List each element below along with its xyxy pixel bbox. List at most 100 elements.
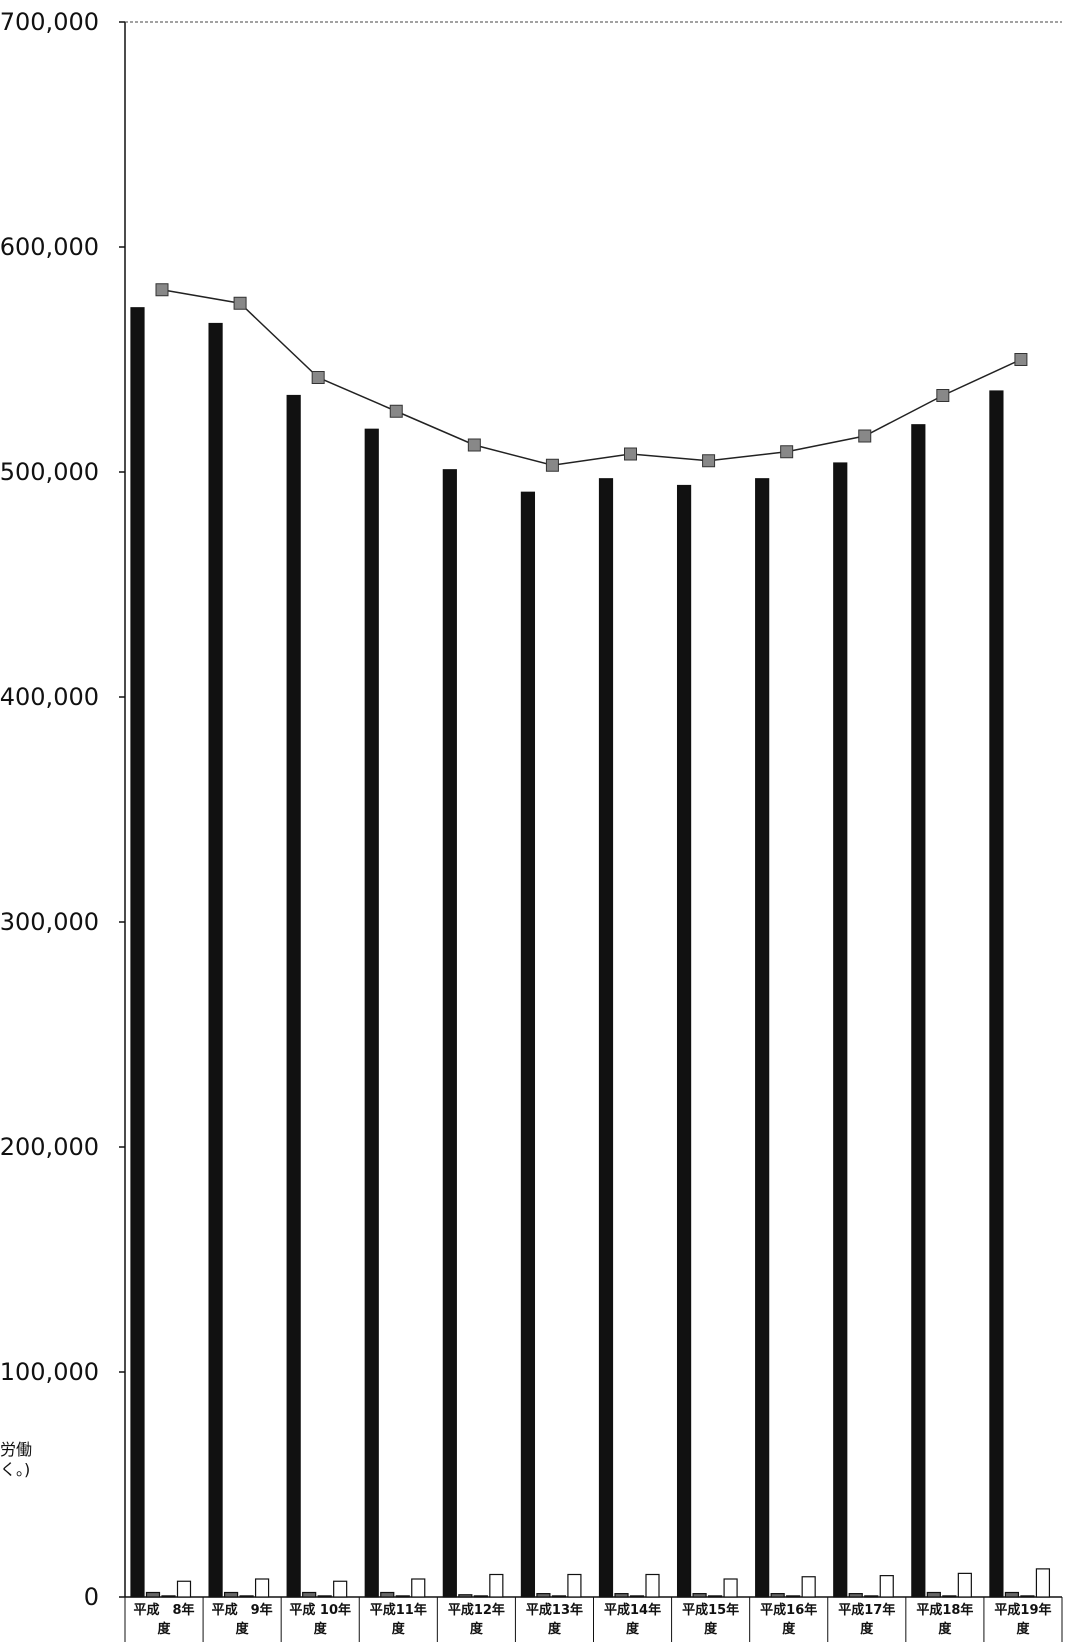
- category-label-line1: 平成14年: [604, 1602, 661, 1618]
- category-label-line1: 平成12年: [448, 1602, 505, 1618]
- y-tick-label: 500,000: [0, 458, 99, 486]
- bar-series-1-cat-2: [208, 322, 223, 1598]
- bar-series-1-cat-8: [676, 484, 692, 1598]
- bar-series-1-cat-1: [130, 307, 145, 1598]
- line-marker-cat-6: [545, 458, 559, 472]
- bar-series-2-cat-10: [848, 1593, 863, 1598]
- category-label-line2: 度: [158, 1621, 172, 1637]
- bar-series-3-cat-5: [473, 1595, 488, 1598]
- y-tick-label: 100,000: [0, 1358, 99, 1386]
- bar-series-1-cat-7: [598, 478, 614, 1598]
- line-marker-cat-2: [233, 296, 247, 310]
- bar-series-1-cat-11: [911, 424, 926, 1598]
- category-label-line1: 平成16年: [760, 1602, 817, 1618]
- bar-series-2-cat-8: [692, 1593, 707, 1598]
- bar-series-3-cat-2: [239, 1595, 254, 1598]
- bar-series-2-cat-6: [536, 1593, 551, 1598]
- bar-series-3-cat-7: [629, 1595, 645, 1598]
- category-label-line1: 平成18年: [916, 1602, 973, 1618]
- category-label-line2: 度: [704, 1621, 718, 1637]
- cropped-legend-fragment: 労働: [0, 1440, 32, 1459]
- bar-series-4-cat-3: [333, 1580, 348, 1598]
- bar-series-4-cat-1: [176, 1580, 192, 1598]
- category-label-line2: 度: [860, 1621, 874, 1637]
- category-label-line2: 度: [314, 1621, 328, 1637]
- category-label-line2: 度: [938, 1621, 952, 1637]
- bar-series-1-cat-9: [755, 478, 770, 1598]
- bar-series-1-cat-4: [364, 428, 379, 1598]
- bar-series-3-cat-6: [551, 1595, 567, 1598]
- bar-series-4-cat-8: [723, 1578, 738, 1598]
- bar-series-2-cat-3: [302, 1591, 317, 1598]
- line-marker-cat-5: [467, 438, 481, 452]
- bar-series-3-cat-10: [864, 1595, 879, 1598]
- bar-series-3-cat-1: [161, 1595, 176, 1598]
- bar-series-1-cat-6: [520, 491, 536, 1598]
- cropped-legend-label: 労働く。): [0, 1440, 32, 1479]
- bar-series-1-cat-3: [286, 394, 301, 1598]
- bar-series-3-cat-11: [942, 1595, 957, 1598]
- y-tick-label: 700,000: [0, 8, 99, 36]
- category-label-line2: 度: [626, 1621, 640, 1637]
- category-label-line2: 度: [782, 1621, 796, 1637]
- bar-series-3-cat-9: [786, 1595, 801, 1598]
- bar-series-4-cat-5: [489, 1573, 504, 1598]
- category-label-line1: 平成 10年: [289, 1602, 351, 1618]
- category-label-line1: 平成11年: [370, 1602, 427, 1618]
- category-label-line1: 平成 9年: [212, 1602, 273, 1618]
- bar-series-4-cat-6: [567, 1573, 582, 1598]
- bar-series-4-cat-2: [254, 1578, 270, 1598]
- line-marker-cat-8: [702, 454, 716, 468]
- line-marker-cat-3: [311, 371, 325, 384]
- category-label-line1: 平成19年: [994, 1602, 1051, 1618]
- bar-series-2-cat-12: [1004, 1591, 1020, 1598]
- category-label-line1: 平成 8年: [134, 1602, 195, 1618]
- bar-series-3-cat-3: [317, 1595, 332, 1598]
- y-tick-label: 200,000: [0, 1133, 99, 1161]
- bar-series-4-cat-4: [411, 1578, 426, 1598]
- line-series-path: [161, 289, 1022, 467]
- category-label-line2: 度: [548, 1621, 562, 1637]
- y-tick-label: 600,000: [0, 233, 99, 261]
- y-axis-ticks: 0 100,000 200,000 300,000 400,000 500,000 600,…: [0, 8, 125, 1611]
- line-marker-cat-11: [936, 389, 950, 402]
- line-marker-cat-10: [858, 429, 872, 443]
- bar-series-3-cat-8: [707, 1595, 723, 1598]
- bar-series-3-cat-4: [395, 1595, 410, 1598]
- line-marker-cat-9: [780, 445, 794, 459]
- category-label-line2: 度: [236, 1621, 250, 1637]
- line-marker-cat-1: [155, 283, 169, 297]
- bar-series-4-cat-10: [879, 1575, 894, 1598]
- bar-series-1-cat-5: [442, 469, 457, 1598]
- bar-series-2-cat-7: [614, 1593, 629, 1598]
- bar-series-4-cat-7: [645, 1573, 660, 1598]
- y-tick-label: 300,000: [0, 908, 99, 936]
- line-marker-cat-12: [1014, 353, 1028, 366]
- bar-series: [130, 307, 1051, 1598]
- bar-series-2-cat-1: [145, 1591, 161, 1598]
- category-label-line1: 平成15年: [682, 1602, 739, 1618]
- category-label-line2: 度: [392, 1621, 406, 1637]
- line-marker-cat-4: [389, 404, 403, 418]
- y-tick-label: 400,000: [0, 683, 99, 711]
- category-label-line2: 度: [470, 1621, 484, 1637]
- bar-series-2-cat-11: [926, 1591, 941, 1598]
- bar-series-4-cat-9: [801, 1576, 816, 1598]
- bar-series-2-cat-5: [458, 1594, 473, 1598]
- line-marker-cat-7: [624, 447, 637, 461]
- bar-series-2-cat-2: [223, 1591, 239, 1598]
- cropped-legend-fragment: く。): [0, 1460, 30, 1479]
- bar-series-4-cat-12: [1035, 1568, 1051, 1598]
- bar-series-3-cat-12: [1020, 1595, 1035, 1598]
- bar-series-1-cat-12: [989, 390, 1004, 1598]
- category-label-line1: 平成17年: [838, 1602, 895, 1618]
- bar-series-1-cat-10: [833, 462, 848, 1598]
- bar-series-2-cat-9: [770, 1593, 785, 1598]
- bar-series-4-cat-11: [957, 1572, 972, 1598]
- y-tick-label: 0: [84, 1583, 99, 1611]
- bar-series-2-cat-4: [380, 1591, 395, 1598]
- line-series: [155, 283, 1028, 472]
- category-label-line1: 平成13年: [526, 1602, 583, 1618]
